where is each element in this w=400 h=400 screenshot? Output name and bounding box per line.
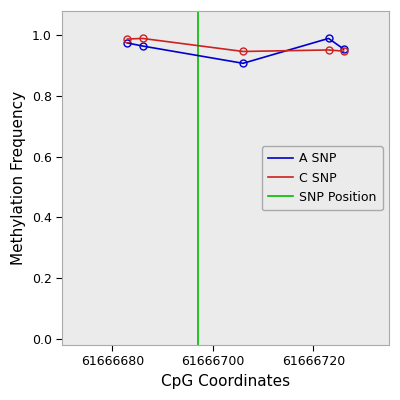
X-axis label: CpG Coordinates: CpG Coordinates [161, 374, 290, 389]
Legend: A SNP, C SNP, SNP Position: A SNP, C SNP, SNP Position [262, 146, 383, 210]
Y-axis label: Methylation Frequency: Methylation Frequency [11, 91, 26, 265]
